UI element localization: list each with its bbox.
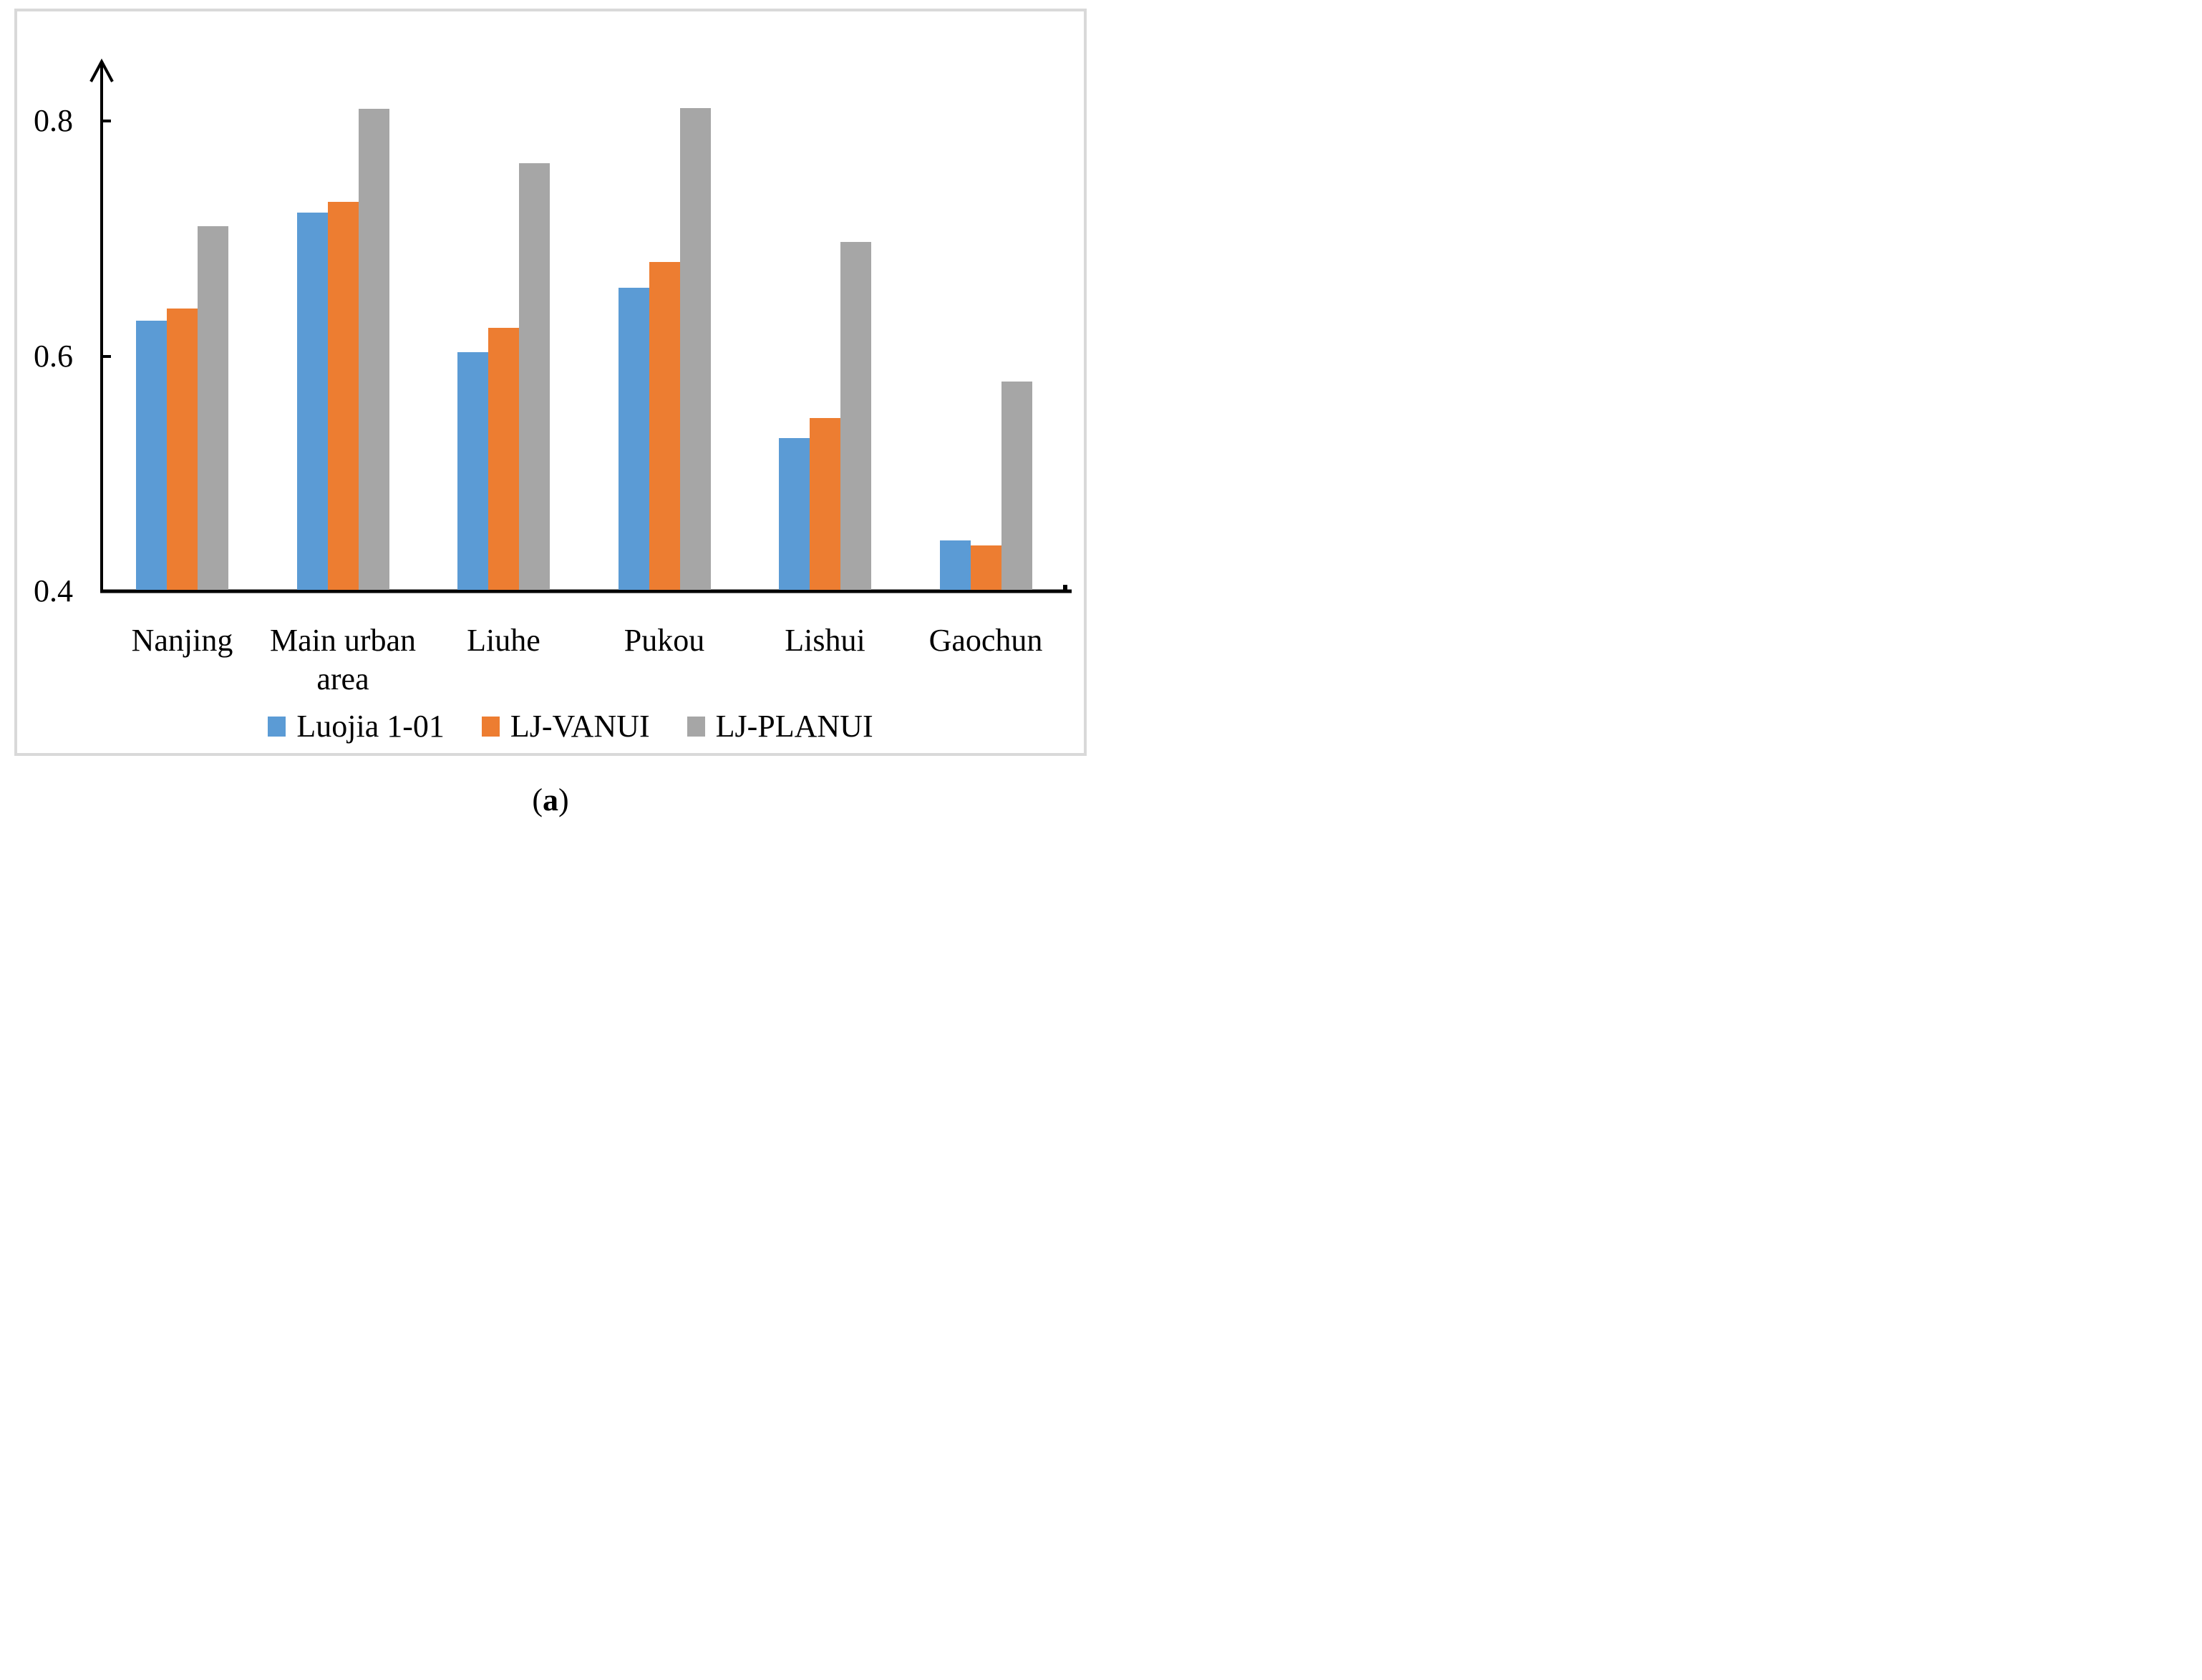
x-axis-label-line: Liuhe <box>467 623 540 658</box>
legend-item-lj-vanui: LJ-VANUI <box>481 709 650 744</box>
x-axis-label-line: Lishui <box>785 623 865 658</box>
bar-lj-vanui-pukou <box>649 261 680 590</box>
x-axis-label-line: Pukou <box>624 623 705 658</box>
caption-letter: a <box>543 782 558 817</box>
x-axis-label-liuhe: Liuhe <box>467 621 540 660</box>
bar-luojia-1-01-nanjing <box>136 320 167 590</box>
legend-item-lj-planui: LJ-PLANUI <box>687 711 873 742</box>
bar-lj-planui-nanjing <box>198 226 228 590</box>
bar-lj-vanui-liuhe <box>488 327 519 590</box>
x-axis-label-line: Nanjing <box>131 623 233 658</box>
caption-close-paren: ) <box>558 782 569 817</box>
plot-area: 0.4 0.6 0.8 Nanjing Main urban area Liuhe Puko… <box>0 0 1101 840</box>
x-axis-label-main-urban-area: Main urban area <box>270 621 416 698</box>
bar-luojia-1-01-main-urban-area <box>296 212 328 590</box>
bar-lj-planui-pukou <box>679 107 711 590</box>
bar-lj-planui-main-urban-area <box>358 109 389 590</box>
y-axis-tick-label-0.4: 0.4 <box>34 573 73 608</box>
bar-lj-vanui-main-urban-area <box>327 201 359 590</box>
legend-label-lj-vanui: LJ-VANUI <box>510 709 650 744</box>
x-axis-label-line: Main urban <box>269 623 417 658</box>
legend-swatch-icon-luojia-1-01 <box>268 717 286 737</box>
x-axis-label-pukou: Pukou <box>624 621 704 660</box>
bar-luojia-1-01-pukou <box>618 287 649 590</box>
legend-label-luojia-1-01: Luojia 1-01 <box>296 709 445 744</box>
bar-lj-vanui-lishui <box>810 418 840 590</box>
bar-lj-planui-gaochun <box>1001 382 1032 590</box>
bar-luojia-1-01-lishui <box>779 438 810 590</box>
axes-layer <box>89 58 1072 593</box>
x-axis-label-nanjing: Nanjing <box>132 621 233 660</box>
x-axis-label-line: area <box>316 661 369 696</box>
y-axis-tick-label-0.6: 0.6 <box>34 338 73 374</box>
bar-lj-planui-lishui <box>840 241 871 590</box>
figure-panel-a: 0.4 0.6 0.8 Nanjing Main urban area Liuhe Puko… <box>0 0 1101 840</box>
bar-luojia-1-01-liuhe <box>457 352 488 590</box>
chart-legend: Luojia 1-01 LJ-VANUI LJ-PLANUI <box>20 711 1101 742</box>
bar-lj-vanui-nanjing <box>167 309 198 590</box>
x-axis-label-line: Gaochun <box>928 623 1043 658</box>
figure-caption: (a) <box>0 785 1101 816</box>
y-axis-tick-0.8 <box>102 120 111 122</box>
bar-lj-vanui-gaochun <box>970 545 1001 590</box>
y-axis-tick-label-0.8: 0.8 <box>34 103 73 138</box>
y-axis-tick-0.6 <box>102 354 111 358</box>
legend-swatch-icon-lj-planui <box>687 717 705 737</box>
legend-swatch-icon-lj-vanui <box>481 717 500 737</box>
arrow-up-icon <box>89 58 114 82</box>
x-axis-label-lishui: Lishui <box>785 621 865 660</box>
bar-lj-planui-liuhe <box>519 162 550 590</box>
bar-luojia-1-01-gaochun <box>939 540 971 590</box>
caption-open-paren: ( <box>532 782 543 817</box>
x-axis-label-gaochun: Gaochun <box>929 621 1043 660</box>
legend-label-lj-planui: LJ-PLANUI <box>715 709 873 744</box>
legend-item-luojia-1-01: Luojia 1-01 <box>268 711 445 742</box>
